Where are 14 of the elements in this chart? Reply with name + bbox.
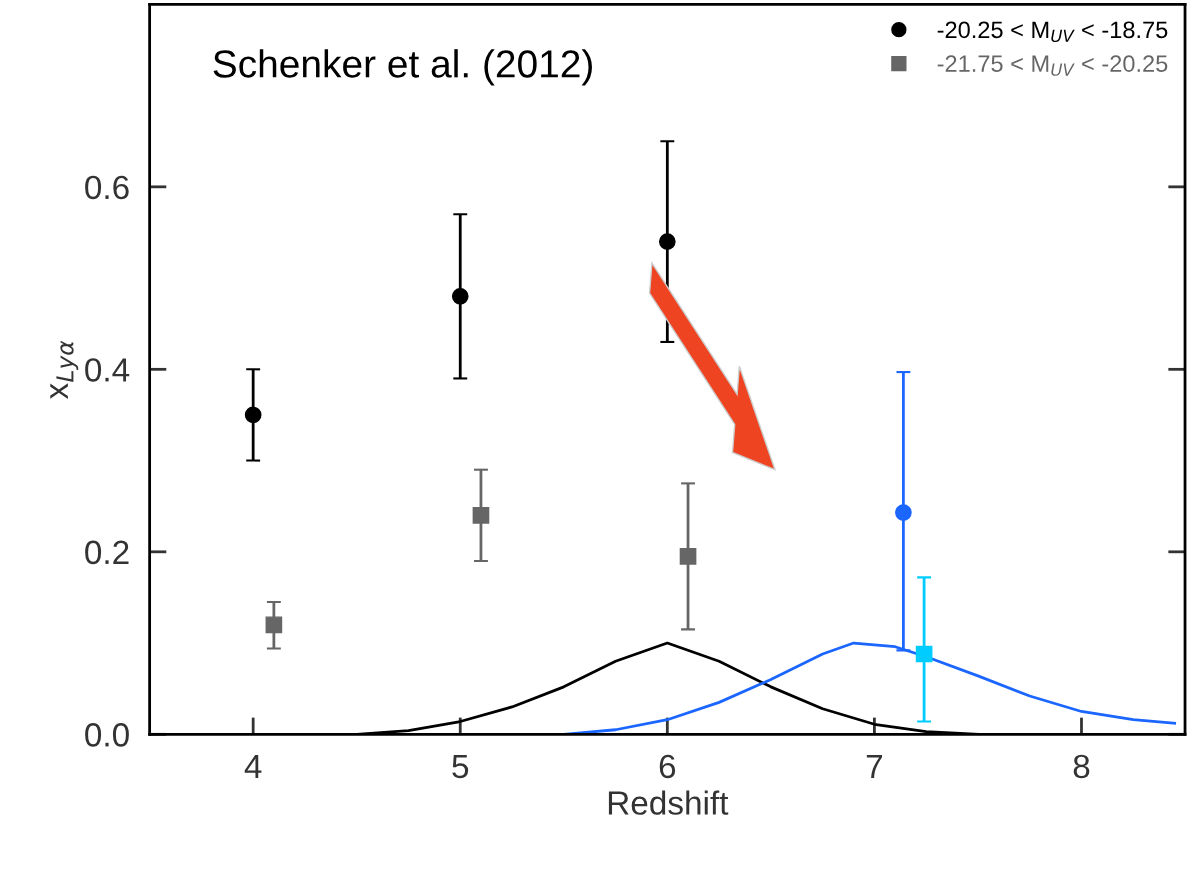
y-tick-label: 0.2 [85,540,129,565]
y-tick-label: 0.0 [85,723,129,747]
x-tick-label: 5 [452,754,469,779]
y-axis-title: x$_{Lyα}$ [50,340,79,400]
annotation: Schenker et al. (2012) [213,49,592,86]
x-tick-label: 4 [244,754,262,778]
x-tick-label: 6 [659,754,676,779]
legend-label: -20.25 < M$_{UV}$ < -18.75 [937,21,1168,43]
y-tick-label: 0.4 [85,358,130,382]
x-tick-label: 7 [866,754,882,778]
x-axis-title: Redshift [608,790,729,815]
y-tick-label: 0.6 [85,175,129,200]
x-tick-label: 8 [1073,754,1090,779]
legend-label: -21.75 < M$_{UV}$ < -20.25 [937,55,1168,76]
